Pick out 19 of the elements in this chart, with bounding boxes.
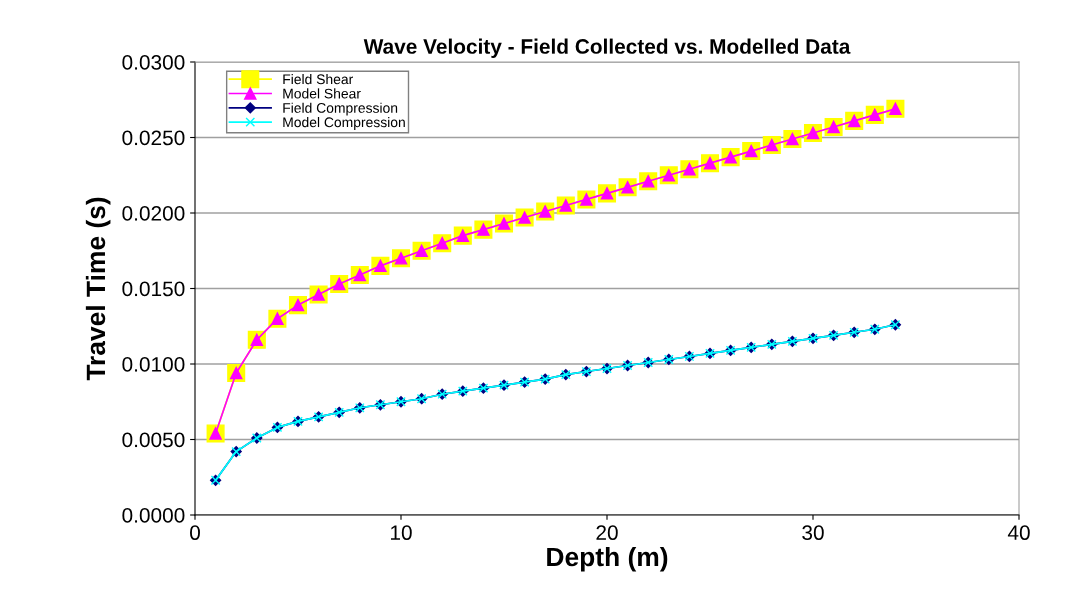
y-tick-label: 0.0050 [122,432,185,448]
y-tick-label: 0.0200 [122,206,185,221]
y-tick-label: 0.0150 [122,281,185,297]
legend-label: Field Compression [283,102,398,116]
legend-label: Model Shear [283,88,361,99]
y-axis-title: Travel Time (s) [85,197,111,381]
x-tick-label: 40 [1007,525,1030,541]
y-tick-label: 0.0300 [122,55,185,70]
legend-label: Model Compression [283,117,405,130]
x-tick-label: 0 [190,525,200,541]
x-tick-label: 20 [596,525,618,541]
chart-title: Wave Velocity - Field Collected vs. Modelled Data [363,38,851,58]
y-tick-label: 0.0100 [122,357,185,372]
y-tick-label: 0.0000 [122,508,185,523]
x-tick-label: 10 [391,525,412,541]
x-axis-title: Depth (m) [547,546,668,572]
x-tick-label: 30 [802,525,824,541]
legend-label: Field Shear [283,73,354,85]
y-tick-label: 0.0250 [122,130,185,146]
